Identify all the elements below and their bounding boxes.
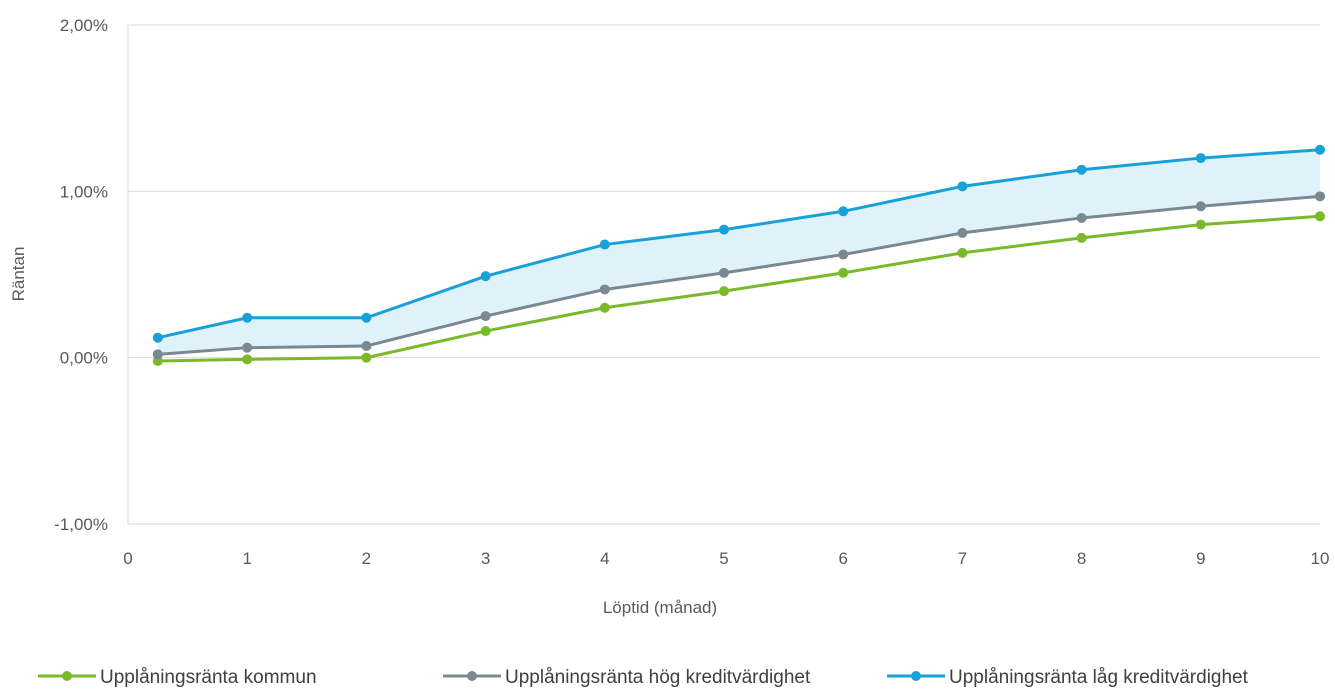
- data-point: [1077, 213, 1087, 223]
- data-point: [838, 268, 848, 278]
- data-point: [361, 353, 371, 363]
- legend-item-1: Upplåningsränta hög kreditvärdighet: [443, 667, 811, 688]
- y-tick-label: 0,00%: [60, 349, 108, 368]
- legend-label: Upplåningsränta hög kreditvärdighet: [505, 667, 811, 688]
- y-tick-label: 1,00%: [60, 182, 108, 201]
- data-point: [719, 286, 729, 296]
- y-axis-title: Räntan: [9, 247, 28, 302]
- data-point: [153, 333, 163, 343]
- legend-item-2: Upplåningsränta låg kreditvärdighet: [887, 667, 1249, 688]
- data-point: [719, 268, 729, 278]
- x-tick-label: 7: [958, 549, 967, 568]
- x-tick-label: 0: [123, 549, 132, 568]
- x-tick-label: 6: [838, 549, 847, 568]
- data-point: [242, 354, 252, 364]
- data-point: [1196, 201, 1206, 211]
- data-point: [1315, 191, 1325, 201]
- legend-marker: [911, 671, 921, 681]
- data-point: [361, 313, 371, 323]
- data-point: [1077, 165, 1087, 175]
- legend-label: Upplåningsränta låg kreditvärdighet: [949, 667, 1249, 688]
- data-point: [242, 313, 252, 323]
- x-tick-label: 9: [1196, 549, 1205, 568]
- x-tick-label: 3: [481, 549, 490, 568]
- data-point: [1315, 211, 1325, 221]
- legend-item-0: Upplåningsränta kommun: [38, 667, 317, 688]
- y-tick-label: -1,00%: [54, 515, 108, 534]
- x-tick-label: 4: [600, 549, 609, 568]
- data-point: [1196, 153, 1206, 163]
- data-point: [1315, 145, 1325, 155]
- data-point: [153, 349, 163, 359]
- data-point: [957, 248, 967, 258]
- tick-labels: -1,00% 0,00% 1,00% 2,00% 0 1 2 3 4 5 6 7 8 9 10: [54, 16, 1329, 568]
- x-tick-label: 10: [1311, 549, 1330, 568]
- data-point: [242, 343, 252, 353]
- data-point: [481, 311, 491, 321]
- data-point: [600, 240, 610, 250]
- data-point: [481, 271, 491, 281]
- spread-band-area: [158, 150, 1320, 355]
- data-point: [957, 181, 967, 191]
- data-point: [1196, 220, 1206, 230]
- x-tick-label: 8: [1077, 549, 1086, 568]
- legend-marker: [467, 671, 477, 681]
- data-point: [719, 225, 729, 235]
- data-point: [600, 284, 610, 294]
- data-point: [361, 341, 371, 351]
- x-tick-label: 5: [719, 549, 728, 568]
- data-point: [838, 206, 848, 216]
- y-tick-label: 2,00%: [60, 16, 108, 35]
- legend-label: Upplåningsränta kommun: [100, 667, 317, 688]
- x-axis-title: Löptid (månad): [603, 598, 717, 617]
- data-point: [481, 326, 491, 336]
- spread-band: [158, 150, 1320, 355]
- legend: Upplåningsränta kommun Upplåningsränta hö…: [38, 667, 1249, 688]
- data-point: [957, 228, 967, 238]
- data-point: [1077, 233, 1087, 243]
- data-point: [838, 250, 848, 260]
- x-tick-label: 1: [242, 549, 251, 568]
- data-point: [600, 303, 610, 313]
- x-tick-label: 2: [362, 549, 371, 568]
- legend-marker: [62, 671, 72, 681]
